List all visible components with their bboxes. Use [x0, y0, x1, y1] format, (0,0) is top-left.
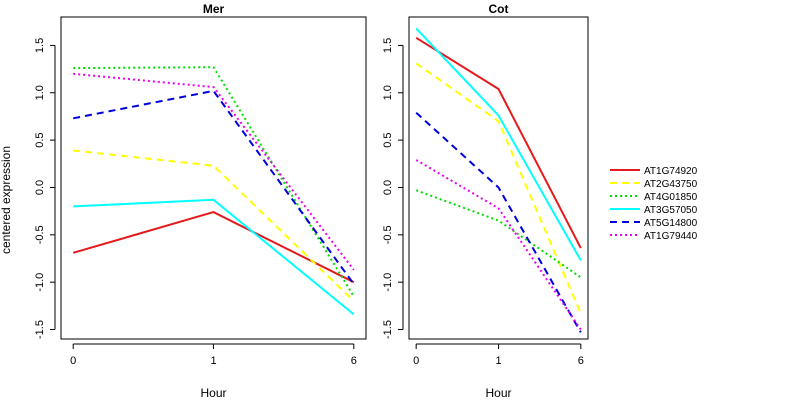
- legend-item: AT4G01850: [610, 192, 698, 203]
- x-axis-title: Hour: [485, 386, 511, 400]
- y-tick-label: -0.5: [34, 225, 46, 244]
- panel-title: Mer: [203, 2, 225, 16]
- series-line-at4g01850: [415, 189, 582, 279]
- series-line-at4g01850: [73, 66, 355, 297]
- x-axis-title: Hour: [200, 386, 226, 400]
- series-line-at1g79440: [73, 72, 355, 271]
- legend-label: AT3G57050: [644, 205, 698, 216]
- panels: Mer -1.5 -1.0 -0.5 0.0 0.5 1.0 1.5 0 1 6 Hour Cot -1.…: [34, 2, 589, 400]
- y-tick-label: -1.5: [34, 320, 46, 339]
- legend-item: AT1G79440: [610, 231, 698, 242]
- y-tick-label: 1.0: [34, 85, 46, 100]
- x-tick-label: 0: [413, 355, 419, 367]
- legend-item: AT5G14800: [610, 218, 698, 229]
- legend-label: AT5G14800: [644, 218, 698, 229]
- series-line-at1g74920: [72, 211, 355, 284]
- x-tick-label: 6: [578, 355, 584, 367]
- y-tick-label: -0.5: [382, 225, 394, 244]
- x-tick-label: 1: [495, 355, 501, 367]
- panel-cot: Cot -1.5 -1.0 -0.5 0.0 0.5 1.0 1.5 0 1 6 Hour: [382, 2, 589, 400]
- legend: AT1G74920 AT2G43750 AT4G01850 AT3G57050 AT5G…: [610, 166, 698, 242]
- plot-frame: [408, 16, 589, 340]
- series-line-at1g74920: [415, 36, 582, 249]
- y-tick-label: 0.5: [382, 132, 394, 147]
- series-line-at2g43750: [415, 62, 582, 314]
- legend-label: AT1G79440: [644, 231, 698, 242]
- y-tick-label: -1.5: [382, 320, 394, 339]
- y-tick-label: 1.0: [382, 85, 394, 100]
- series-line-at3g57050: [73, 198, 355, 316]
- y-tick-label: 0.0: [34, 180, 46, 195]
- legend-label: AT2G43750: [644, 179, 698, 190]
- y-tick-label: 0.5: [34, 132, 46, 147]
- y-tick-label: 1.5: [382, 38, 394, 53]
- panel-mer: Mer -1.5 -1.0 -0.5 0.0 0.5 1.0 1.5 0 1 6 Hour: [34, 2, 367, 400]
- y-tick-label: -1.0: [382, 273, 394, 292]
- series-line-at1g79440: [415, 159, 582, 331]
- y-tick-label: -1.0: [34, 273, 46, 292]
- y-tick-label: 1.5: [34, 38, 46, 53]
- plot-frame: [60, 16, 367, 340]
- legend-item: AT2G43750: [610, 179, 698, 190]
- legend-label: AT1G74920: [644, 166, 698, 177]
- series-line-at3g57050: [415, 27, 582, 261]
- x-tick-label: 0: [70, 355, 76, 367]
- series-line-at5g14800: [73, 89, 355, 285]
- series-line-at5g14800: [415, 111, 582, 333]
- y-tick-label: 0.0: [382, 180, 394, 195]
- legend-label: AT4G01850: [644, 192, 698, 203]
- y-axis-title: centered expression: [0, 146, 13, 254]
- legend-item: AT3G57050: [610, 205, 698, 216]
- legend-item: AT1G74920: [610, 166, 698, 177]
- panel-title: Cot: [489, 2, 509, 16]
- x-tick-label: 1: [210, 355, 216, 367]
- x-tick-label: 6: [351, 355, 357, 367]
